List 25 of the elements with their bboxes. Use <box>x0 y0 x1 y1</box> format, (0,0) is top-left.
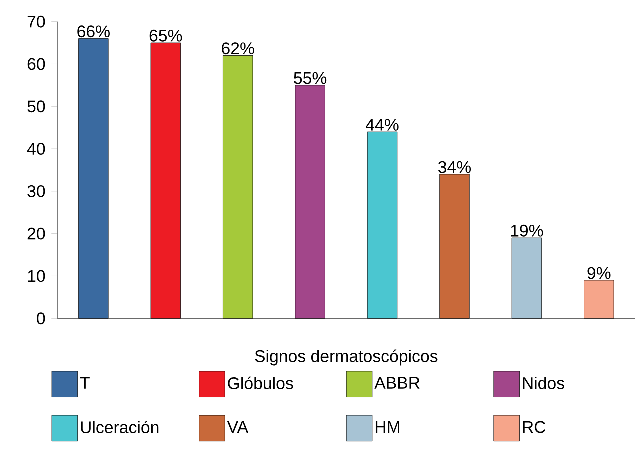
y-tick-label: 40 <box>27 143 46 156</box>
y-tick-label: 30 <box>28 186 46 198</box>
data-label: 19% <box>511 225 544 238</box>
data-label: 62% <box>222 42 254 55</box>
data-label: 9% <box>588 267 611 280</box>
data-label: 65% <box>150 30 182 42</box>
y-tick-label: 0 <box>37 312 46 325</box>
legend-label: T <box>80 377 90 390</box>
data-label: 66% <box>78 26 110 38</box>
y-tick-label: 10 <box>28 270 46 282</box>
x-axis-title: Signos dermatoscópicos <box>255 350 438 366</box>
data-label: 55% <box>294 72 327 84</box>
legend-label: HM <box>376 422 400 434</box>
legend-label: ABBR <box>374 377 420 390</box>
y-tick-label: 60 <box>28 58 46 70</box>
y-tick-label: 50 <box>28 100 46 113</box>
legend-label: RC <box>523 421 546 434</box>
data-label: 44% <box>366 119 399 132</box>
data-label: 34% <box>438 162 472 174</box>
y-tick-label: 20 <box>28 228 46 240</box>
legend-label: VA <box>227 422 249 434</box>
legend-label: Ulceración <box>81 421 159 434</box>
y-tick-label: 70 <box>28 16 46 28</box>
legend-label: Glóbulos <box>228 377 294 390</box>
legend-label: Nidos <box>523 377 564 390</box>
